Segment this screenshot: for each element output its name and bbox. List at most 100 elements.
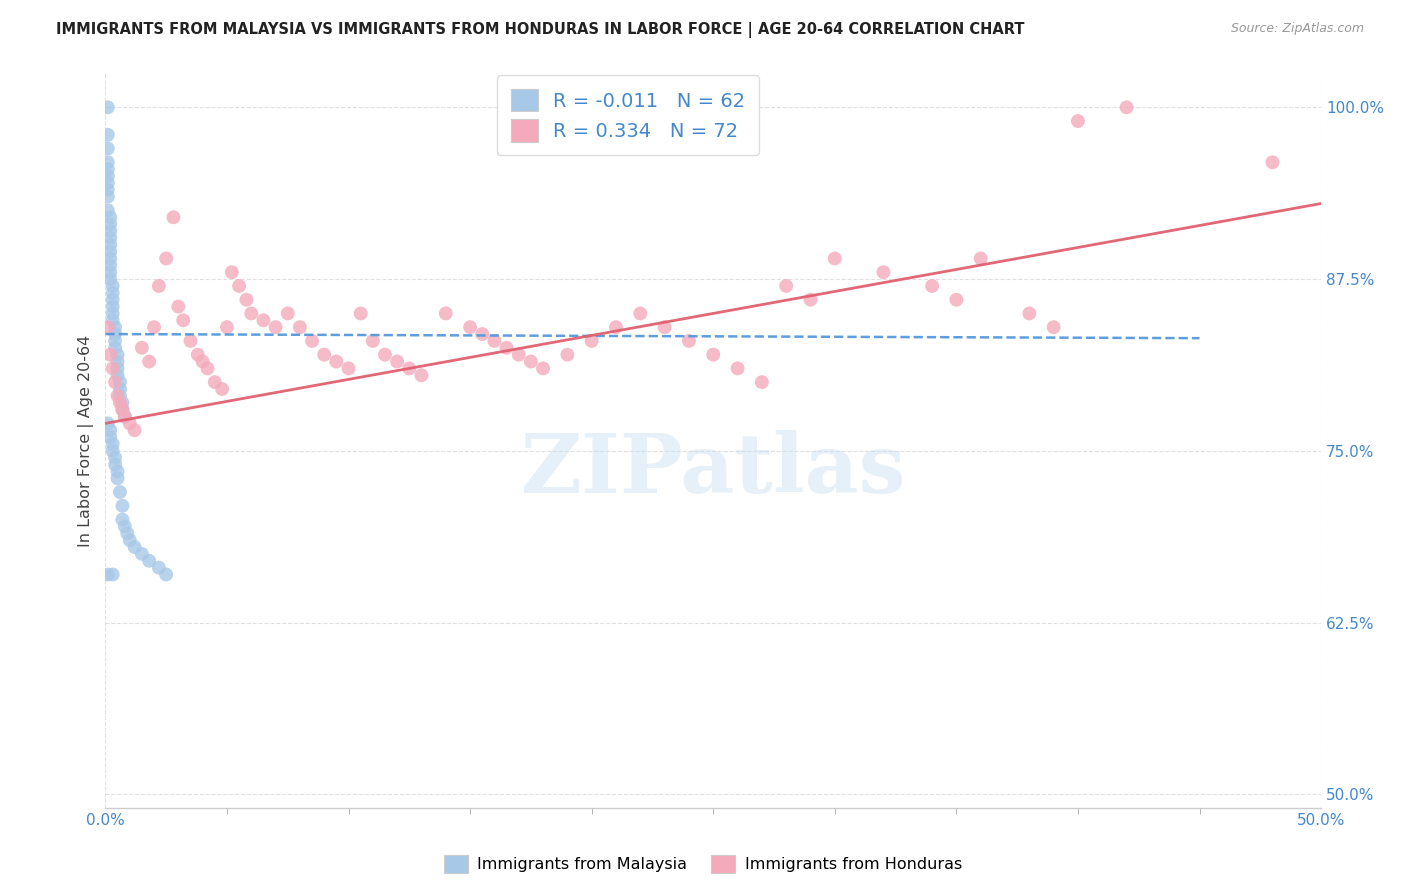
Point bbox=[1018, 306, 1040, 320]
Point bbox=[111, 402, 134, 417]
Point bbox=[727, 361, 749, 376]
Text: IMMIGRANTS FROM MALAYSIA VS IMMIGRANTS FROM HONDURAS IN LABOR FORCE | AGE 20-64 : IMMIGRANTS FROM MALAYSIA VS IMMIGRANTS F… bbox=[56, 22, 1025, 38]
Point bbox=[872, 265, 894, 279]
Point bbox=[191, 354, 214, 368]
Point bbox=[301, 334, 323, 348]
Point bbox=[104, 334, 127, 348]
Point bbox=[581, 334, 603, 348]
Point bbox=[101, 279, 124, 293]
Point bbox=[111, 402, 134, 417]
Point bbox=[97, 169, 120, 183]
Point bbox=[1115, 100, 1137, 114]
Point bbox=[138, 354, 160, 368]
Point bbox=[98, 237, 121, 252]
Point bbox=[118, 533, 141, 548]
Point bbox=[101, 306, 124, 320]
Point bbox=[104, 458, 127, 472]
Point bbox=[1067, 114, 1090, 128]
Point bbox=[484, 334, 506, 348]
Point bbox=[131, 547, 153, 561]
Point bbox=[108, 396, 131, 410]
Point bbox=[101, 567, 124, 582]
Point bbox=[97, 417, 120, 431]
Point bbox=[97, 176, 120, 190]
Point bbox=[240, 306, 263, 320]
Point bbox=[361, 334, 384, 348]
Point bbox=[495, 341, 517, 355]
Point bbox=[111, 396, 134, 410]
Point bbox=[385, 354, 408, 368]
Point bbox=[108, 375, 131, 389]
Point bbox=[98, 258, 121, 272]
Point bbox=[520, 354, 543, 368]
Point bbox=[277, 306, 299, 320]
Point bbox=[471, 326, 494, 341]
Point bbox=[98, 217, 121, 231]
Point bbox=[458, 320, 481, 334]
Point bbox=[98, 244, 121, 259]
Point bbox=[97, 128, 120, 142]
Point bbox=[155, 252, 177, 266]
Legend: Immigrants from Malaysia, Immigrants from Honduras: Immigrants from Malaysia, Immigrants fro… bbox=[437, 848, 969, 880]
Point bbox=[221, 265, 243, 279]
Point bbox=[114, 409, 136, 424]
Point bbox=[654, 320, 676, 334]
Point bbox=[228, 279, 250, 293]
Point bbox=[628, 306, 651, 320]
Point bbox=[104, 326, 127, 341]
Point bbox=[172, 313, 194, 327]
Point bbox=[98, 231, 121, 245]
Legend: R = -0.011   N = 62, R = 0.334   N = 72: R = -0.011 N = 62, R = 0.334 N = 72 bbox=[498, 75, 759, 155]
Point bbox=[124, 423, 146, 437]
Point bbox=[107, 361, 129, 376]
Point bbox=[167, 300, 190, 314]
Point bbox=[138, 554, 160, 568]
Point bbox=[162, 211, 184, 225]
Point bbox=[775, 279, 797, 293]
Point bbox=[398, 361, 420, 376]
Point bbox=[824, 252, 846, 266]
Point bbox=[111, 512, 134, 526]
Point bbox=[197, 361, 219, 376]
Point bbox=[970, 252, 993, 266]
Point bbox=[314, 348, 336, 362]
Y-axis label: In Labor Force | Age 20-64: In Labor Force | Age 20-64 bbox=[79, 334, 94, 547]
Point bbox=[411, 368, 433, 383]
Point bbox=[235, 293, 257, 307]
Point bbox=[107, 368, 129, 383]
Point bbox=[97, 203, 120, 218]
Point bbox=[98, 252, 121, 266]
Point bbox=[751, 375, 773, 389]
Point bbox=[252, 313, 274, 327]
Point bbox=[337, 361, 360, 376]
Point bbox=[107, 465, 129, 479]
Point bbox=[211, 382, 233, 396]
Point bbox=[148, 560, 170, 574]
Point bbox=[98, 272, 121, 286]
Point bbox=[97, 320, 120, 334]
Point bbox=[350, 306, 373, 320]
Point bbox=[107, 348, 129, 362]
Point bbox=[1042, 320, 1064, 334]
Point bbox=[97, 100, 120, 114]
Point bbox=[179, 334, 201, 348]
Point bbox=[1261, 155, 1284, 169]
Point bbox=[97, 183, 120, 197]
Point bbox=[264, 320, 287, 334]
Point bbox=[374, 348, 396, 362]
Point bbox=[101, 443, 124, 458]
Point bbox=[945, 293, 967, 307]
Point bbox=[107, 354, 129, 368]
Point bbox=[101, 293, 124, 307]
Point bbox=[114, 409, 136, 424]
Point bbox=[104, 341, 127, 355]
Point bbox=[531, 361, 554, 376]
Point bbox=[98, 211, 121, 225]
Point bbox=[288, 320, 311, 334]
Point bbox=[104, 320, 127, 334]
Point bbox=[101, 285, 124, 300]
Point bbox=[434, 306, 457, 320]
Point bbox=[101, 437, 124, 451]
Point bbox=[114, 519, 136, 533]
Point bbox=[215, 320, 238, 334]
